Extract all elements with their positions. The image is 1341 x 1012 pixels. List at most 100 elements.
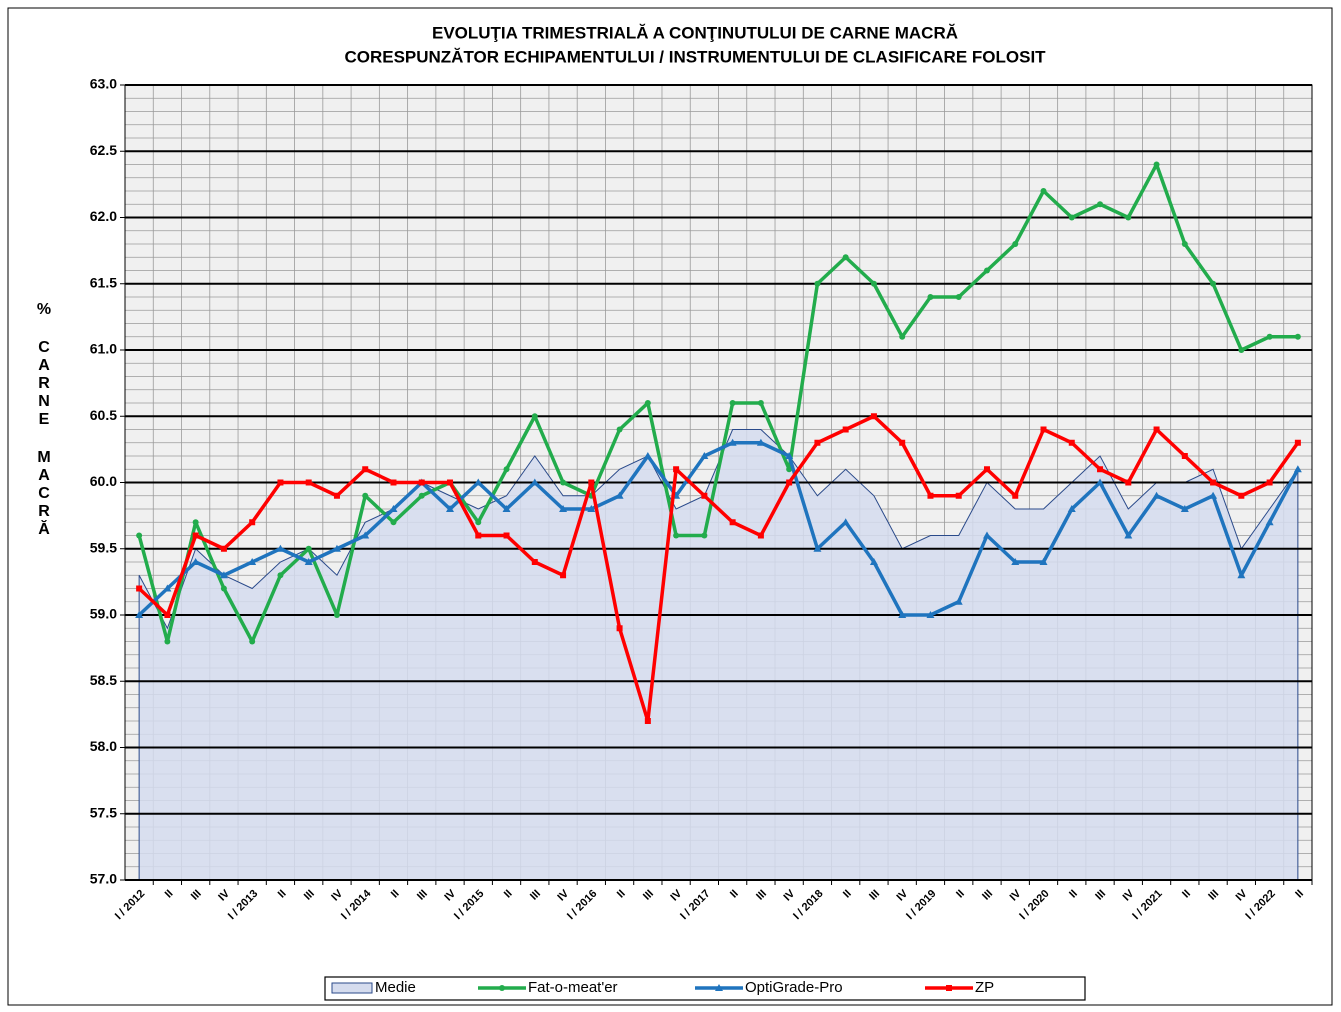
point <box>869 558 878 565</box>
point <box>503 532 510 539</box>
point <box>1039 558 1048 565</box>
point <box>276 544 285 552</box>
y-tick-label: 58.0 <box>90 738 117 754</box>
point <box>1068 439 1075 446</box>
point <box>333 612 340 618</box>
point <box>1153 426 1160 433</box>
chart-title: CORESPUNZĂTOR ECHIPAMENTULUI / INSTRUMEN… <box>344 47 1046 66</box>
point <box>1011 558 1020 565</box>
point <box>1096 478 1105 486</box>
point <box>1124 531 1133 539</box>
point <box>531 559 538 565</box>
point <box>163 584 172 592</box>
point <box>926 611 935 618</box>
point <box>616 625 623 632</box>
legend-label: Medie <box>375 979 416 996</box>
point <box>332 544 341 552</box>
point <box>701 492 708 499</box>
point <box>899 439 906 446</box>
point <box>673 532 680 539</box>
point <box>1238 347 1245 353</box>
point <box>390 519 397 526</box>
point <box>446 505 455 512</box>
point <box>1097 466 1104 473</box>
point <box>362 492 369 499</box>
point <box>418 479 425 486</box>
point <box>135 611 144 618</box>
point <box>899 333 906 340</box>
line <box>137 162 1298 644</box>
line <box>137 441 1300 617</box>
point <box>955 492 962 499</box>
point <box>361 531 370 539</box>
point <box>277 479 284 486</box>
y-tick-label: 60.0 <box>90 473 117 489</box>
point <box>728 438 737 446</box>
point <box>587 505 596 512</box>
point <box>757 400 764 406</box>
point <box>1125 214 1132 221</box>
legend-marker <box>946 985 952 991</box>
point <box>954 597 963 605</box>
legend-label: Fat-o-meat'er <box>528 979 618 996</box>
point <box>220 545 227 552</box>
point <box>474 478 483 486</box>
y-tick-label: 57.0 <box>90 871 117 887</box>
y-tick-label: 61.0 <box>90 341 117 357</box>
line <box>137 414 1300 723</box>
point <box>1210 280 1217 287</box>
y-tick-label: 61.5 <box>90 274 117 290</box>
point <box>588 479 595 486</box>
point <box>786 479 793 486</box>
point <box>813 544 822 552</box>
point <box>560 479 567 486</box>
point <box>1265 518 1274 526</box>
point <box>475 519 482 526</box>
point <box>644 400 651 406</box>
point <box>1210 479 1217 486</box>
point <box>164 638 171 645</box>
point <box>1209 491 1218 499</box>
point <box>248 558 257 565</box>
y-tick-label: 60.5 <box>90 407 117 423</box>
point <box>333 492 340 499</box>
point <box>164 612 171 618</box>
point <box>955 294 962 300</box>
point <box>870 280 877 287</box>
legend-label: ZP <box>975 979 994 996</box>
point <box>390 479 397 486</box>
point <box>1068 214 1075 221</box>
point <box>700 452 709 459</box>
point <box>927 492 934 499</box>
point <box>814 439 821 446</box>
point <box>927 294 934 300</box>
area <box>139 429 1298 880</box>
point <box>192 519 199 526</box>
point <box>1294 439 1301 446</box>
point <box>1293 465 1302 473</box>
point <box>1012 241 1019 247</box>
point <box>1266 479 1273 486</box>
point <box>249 519 256 526</box>
legend-marker <box>499 985 505 991</box>
point <box>447 479 454 486</box>
point <box>191 558 200 565</box>
point <box>277 572 284 579</box>
point <box>475 532 482 539</box>
point <box>502 505 511 512</box>
point <box>1180 505 1189 512</box>
point <box>616 426 623 433</box>
point <box>983 267 990 274</box>
point <box>220 585 227 592</box>
point <box>389 505 398 512</box>
y-tick-label: 63.0 <box>90 76 117 92</box>
point <box>1125 479 1132 486</box>
chart-title: EVOLUŢIA TRIMESTRIALĂ A CONŢINUTULUI DE … <box>432 23 958 42</box>
point <box>841 518 850 526</box>
point <box>898 611 907 618</box>
point <box>786 466 793 473</box>
point <box>530 478 539 486</box>
point <box>1181 453 1188 459</box>
